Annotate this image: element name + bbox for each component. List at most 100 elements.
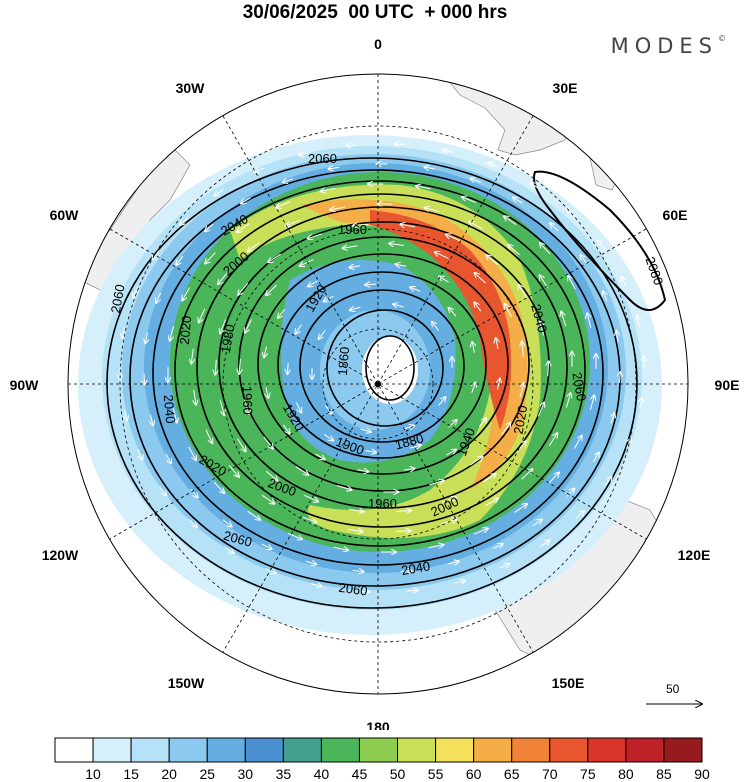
wind-vector-arrow [152, 250, 160, 260]
lon-label-120e: 120E [678, 547, 711, 563]
wind-vector-arrow [581, 255, 588, 265]
colorbar-cell [397, 737, 437, 763]
wind-vector-arrow [589, 395, 594, 410]
speed-core-center [362, 336, 418, 404]
wind-vector-arrow [218, 272, 228, 285]
colorbar-cell [282, 737, 322, 763]
wind-vector-arrow [550, 223, 559, 232]
contour-label: 1880 [393, 431, 425, 453]
wind-vector-arrow [441, 497, 456, 503]
contour-label: 2060 [308, 151, 337, 166]
wind-vector-arrow [237, 223, 250, 232]
wind-vector-arrow [222, 519, 232, 527]
colorbar-tick-label: 80 [618, 766, 634, 782]
wind-vector-arrow [425, 208, 440, 213]
wind-vector-arrow [428, 545, 444, 548]
wind-vector-arrow [288, 532, 302, 539]
wind-vector-arrow [145, 332, 147, 344]
wind-vector-arrow [358, 591, 369, 592]
vector-reference-label: 50 [666, 682, 680, 696]
wind-vector-arrow [448, 561, 459, 564]
wind-vector-arrow [283, 179, 294, 183]
map-boundary [67, 73, 689, 695]
wind-vector-arrow [396, 510, 411, 511]
colorbar-tick-label: 40 [314, 766, 330, 782]
wind-vector-arrow [603, 291, 607, 302]
wind-vector-arrow [501, 423, 511, 436]
wind-vector-arrow [122, 327, 124, 338]
wind-vector-arrow [349, 266, 361, 268]
wind-vector-arrow [330, 207, 345, 210]
modes-logo: MODES© [611, 34, 726, 58]
wind-vector-arrow [377, 204, 393, 205]
colorbar-cell [92, 737, 132, 763]
meridian-30w-150e [222, 115, 534, 653]
lon-label-30w: 30W [176, 80, 206, 96]
colorbar-cell [511, 737, 551, 763]
contour-label: 2020 [177, 315, 194, 345]
lon-label-60e: 60E [663, 207, 688, 223]
wind-vector-arrow [352, 570, 364, 571]
wind-vector-arrow [616, 331, 618, 342]
wind-vector-arrow [191, 348, 193, 364]
wind-vector-arrow [150, 414, 153, 426]
wind-vector-arrow [488, 163, 499, 168]
wind-vector-arrow [308, 280, 318, 286]
wind-vector-arrow [393, 304, 404, 307]
wind-vector-arrow [188, 446, 196, 460]
wind-vector-arrow [205, 223, 214, 231]
wind-vector-arrow [514, 504, 527, 513]
wind-vector-arrow [299, 153, 310, 156]
contour-1980 [196, 206, 568, 528]
wind-vector-arrow [172, 407, 177, 423]
wind-vector-arrow [180, 217, 189, 225]
wind-vector-arrow [395, 144, 406, 145]
wind-vector-arrow [475, 273, 486, 284]
wind-vector-arrow [224, 546, 234, 553]
wind-vector-arrow [410, 287, 421, 291]
wind-vector-arrow [508, 245, 520, 256]
wind-vector-arrow [268, 253, 281, 262]
contour-2020 [152, 180, 604, 566]
lon-label-90w: 90W [10, 377, 40, 393]
wind-vector-arrow [205, 252, 216, 264]
colorbar-cell [244, 737, 284, 763]
wind-vector-arrow [565, 393, 570, 408]
wind-vector-arrow [319, 330, 326, 339]
wind-vector-arrow [176, 255, 184, 265]
wind-vector-arrow [486, 255, 499, 266]
brand-text: MODES [610, 34, 718, 58]
contour-2080 [533, 170, 667, 311]
contour-1920 [257, 253, 509, 475]
colorbar-cell [130, 737, 170, 763]
wind-vector-arrow [598, 241, 605, 250]
wind-vector-arrow [496, 338, 498, 349]
contour-1940 [238, 236, 530, 492]
wind-vector-arrow [472, 382, 476, 393]
wind-vector-arrow [315, 453, 324, 460]
meridian-30e-150w [222, 115, 534, 653]
wind-vector-arrow [265, 568, 276, 573]
wind-vector-arrow [188, 518, 197, 527]
colorbar-tick-label: 70 [542, 766, 558, 782]
wind-vector-arrow [133, 287, 138, 298]
wind-vector-arrow [239, 358, 240, 374]
contour-label: 2040 [161, 394, 178, 424]
wind-vector-arrow [611, 413, 614, 424]
contour-label: 1960 [240, 386, 256, 415]
wind-vector-arrow [308, 233, 323, 239]
wind-vector-arrow [532, 519, 542, 527]
wind-vector-arrow [182, 287, 191, 300]
wind-vector-arrow [263, 436, 273, 449]
colorbar-tick-label: 60 [466, 766, 482, 782]
lon-label-0: 0 [374, 36, 382, 52]
wind-vector-arrow [156, 292, 162, 303]
wind-vector-arrow [300, 259, 314, 267]
wind-vector-arrow [295, 324, 302, 334]
wind-vector-arrow [304, 494, 318, 501]
wind-vector-arrow [454, 581, 465, 584]
colorbar-cells [54, 737, 703, 763]
contour-label: 2060 [338, 580, 369, 599]
contour-1840 [365, 335, 415, 401]
wind-vector-arrow [497, 379, 500, 390]
